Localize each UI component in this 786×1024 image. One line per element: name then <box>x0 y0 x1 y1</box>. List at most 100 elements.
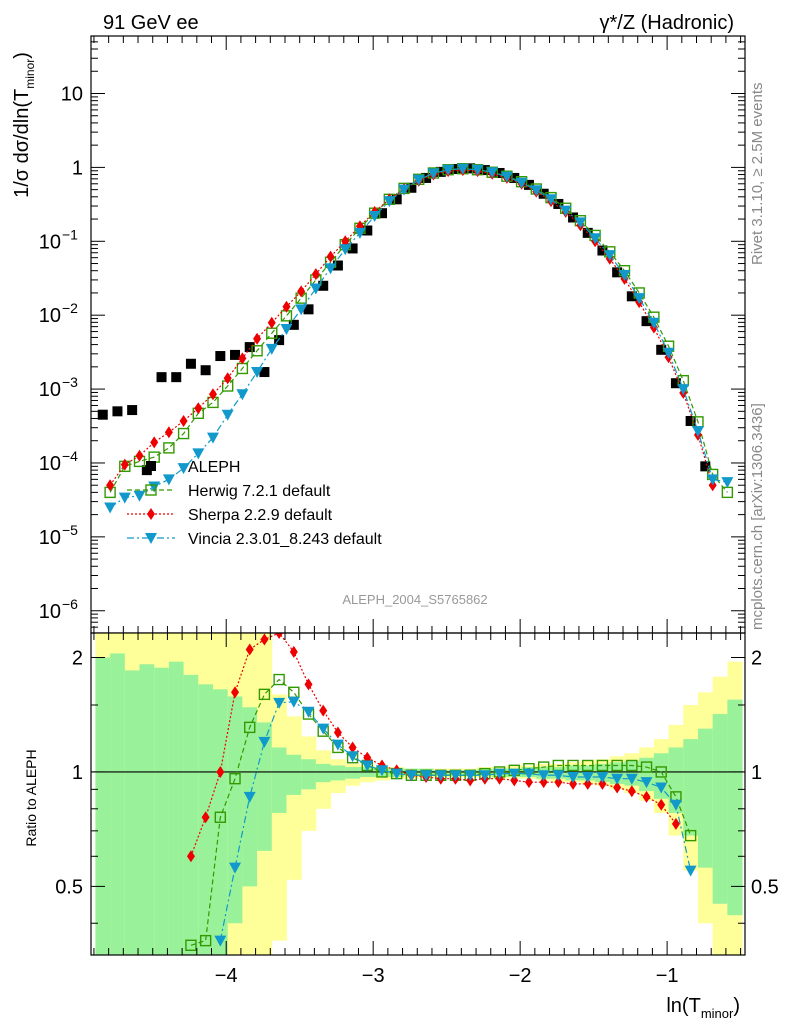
data-point <box>208 388 217 401</box>
data-point <box>405 770 418 782</box>
data-point <box>656 344 667 355</box>
band-inner-bin <box>653 753 670 799</box>
band-inner-bin <box>639 757 655 792</box>
data-point <box>603 250 616 262</box>
legend-entry: Herwig 7.2.1 default <box>127 483 331 500</box>
series-herwig <box>104 163 734 499</box>
data-point <box>273 673 285 686</box>
data-point <box>500 171 513 183</box>
ratio-panel: −4 −3 −2 −1 0.5 0.5 1 1 2 2 <box>55 36 779 987</box>
ratio-y-tick-label: 2 <box>72 648 83 670</box>
data-point <box>229 772 241 785</box>
data-point <box>348 741 357 754</box>
data-point <box>245 643 254 656</box>
x-tick-label: −4 <box>215 965 238 987</box>
data-point <box>236 389 249 401</box>
data-point <box>612 267 623 278</box>
y-tick-label: 10 <box>39 601 61 623</box>
data-point <box>655 782 668 794</box>
data-point <box>640 761 653 773</box>
data-point <box>326 250 335 263</box>
data-point <box>179 414 188 427</box>
series-vincia <box>214 696 697 947</box>
band-inner-bin <box>110 653 126 955</box>
data-point <box>259 367 270 378</box>
legend: ALEPH Herwig 7.2.1 default Sherpa 2.2.9 de… <box>127 459 382 548</box>
band-inner-bin <box>668 747 684 813</box>
legend-marker <box>146 461 156 471</box>
y-tick-exponent: −6 <box>62 596 78 612</box>
data-point <box>148 481 161 493</box>
data-point <box>318 280 329 291</box>
ratio-frame <box>90 632 746 956</box>
data-point <box>288 319 299 330</box>
x-axis-title: ln(Tminor) <box>666 995 740 1021</box>
data-point <box>171 372 182 383</box>
data-point <box>655 766 667 778</box>
data-point <box>524 776 533 789</box>
legend-label: Vincia 2.3.01_8.243 default <box>188 531 382 548</box>
data-point <box>479 165 490 176</box>
data-point <box>104 502 117 514</box>
data-point <box>317 723 330 735</box>
data-point <box>391 194 402 205</box>
y-tick-label: 10 <box>39 527 61 549</box>
data-point <box>215 351 226 362</box>
data-point <box>361 760 374 772</box>
data-point <box>427 168 440 180</box>
series-vincia <box>104 163 734 514</box>
data-point <box>406 182 417 193</box>
y-tick-label: 10 <box>39 379 61 401</box>
band-inner-bin <box>315 763 332 783</box>
data-point <box>339 244 352 256</box>
data-point <box>508 768 521 780</box>
data-point <box>515 177 528 189</box>
data-point <box>442 164 455 176</box>
series-line <box>109 169 714 486</box>
data-point <box>642 790 651 803</box>
data-point <box>304 678 313 691</box>
data-point <box>238 352 247 365</box>
data-point <box>332 260 343 271</box>
data-point <box>691 426 704 438</box>
data-point <box>420 770 433 782</box>
data-point <box>253 332 262 345</box>
band-inner-bin <box>271 747 287 813</box>
uncertainty-band <box>95 633 743 955</box>
data-point <box>267 316 276 329</box>
data-point <box>640 777 653 789</box>
data-point <box>537 770 550 782</box>
data-point <box>545 194 558 206</box>
data-point <box>302 706 315 718</box>
data-point <box>554 776 563 789</box>
data-point <box>486 167 499 179</box>
data-point <box>244 721 256 734</box>
band-outer-bin <box>286 716 302 880</box>
series-aleph <box>97 163 711 476</box>
data-point <box>627 785 636 798</box>
data-point <box>194 402 203 415</box>
data-point <box>244 342 255 353</box>
data-point <box>706 474 719 486</box>
data-point <box>229 862 242 874</box>
ratio-y-tick-label: 2 <box>751 648 762 670</box>
data-point <box>106 479 115 492</box>
data-point <box>319 704 328 717</box>
data-point <box>685 415 696 426</box>
data-point <box>258 688 271 701</box>
band-inner-bin <box>697 728 714 868</box>
svg-text:1/σ dσ/dln(Tminor): 1/σ dσ/dln(Tminor) <box>11 52 37 198</box>
data-point <box>297 285 306 298</box>
data-point <box>112 406 123 417</box>
band-inner-bin <box>139 664 155 955</box>
ratio-y-tick-label: 0.5 <box>55 876 83 898</box>
data-point <box>583 777 592 790</box>
data-point <box>626 291 637 302</box>
y-tick-label: 10 <box>39 453 61 475</box>
band-inner-bin <box>95 657 111 955</box>
data-point <box>493 768 506 780</box>
data-point <box>280 324 293 336</box>
data-point <box>598 777 607 790</box>
